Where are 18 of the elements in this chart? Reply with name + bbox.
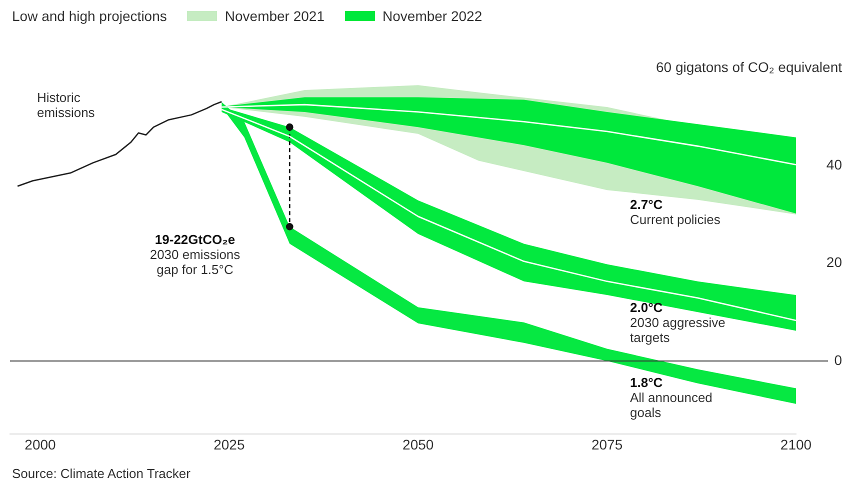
source-note: Source: Climate Action Tracker bbox=[12, 466, 190, 481]
x-tick-label: 2000 bbox=[24, 436, 56, 452]
y-tick-label: 40 bbox=[826, 156, 842, 173]
x-tick-label: 2075 bbox=[591, 436, 623, 452]
annotation: 19-22GtCO₂e 2030 emissions gap for 1.5°C bbox=[150, 232, 240, 277]
annotation: 1.8°C All announced goals bbox=[630, 375, 712, 420]
x-tick-label: 2050 bbox=[402, 436, 434, 452]
x-tick-label: 2025 bbox=[214, 436, 245, 452]
annotation: Historic emissions bbox=[37, 90, 95, 120]
x-tick-label: 2100 bbox=[780, 436, 812, 452]
y-tick-label: 60 gigatons of CO₂ equivalent bbox=[656, 58, 842, 75]
legend-label: November 2022 bbox=[382, 8, 482, 24]
legend-label: November 2021 bbox=[224, 8, 325, 24]
annotation: 2.0°C 2030 aggressive targets bbox=[630, 300, 726, 345]
annotation: 2.7°C Current policies bbox=[630, 197, 720, 227]
legend-title: Low and high projections bbox=[12, 8, 167, 24]
y-tick-label: 20 bbox=[826, 254, 842, 270]
y-tick-label: 0 bbox=[834, 352, 842, 368]
